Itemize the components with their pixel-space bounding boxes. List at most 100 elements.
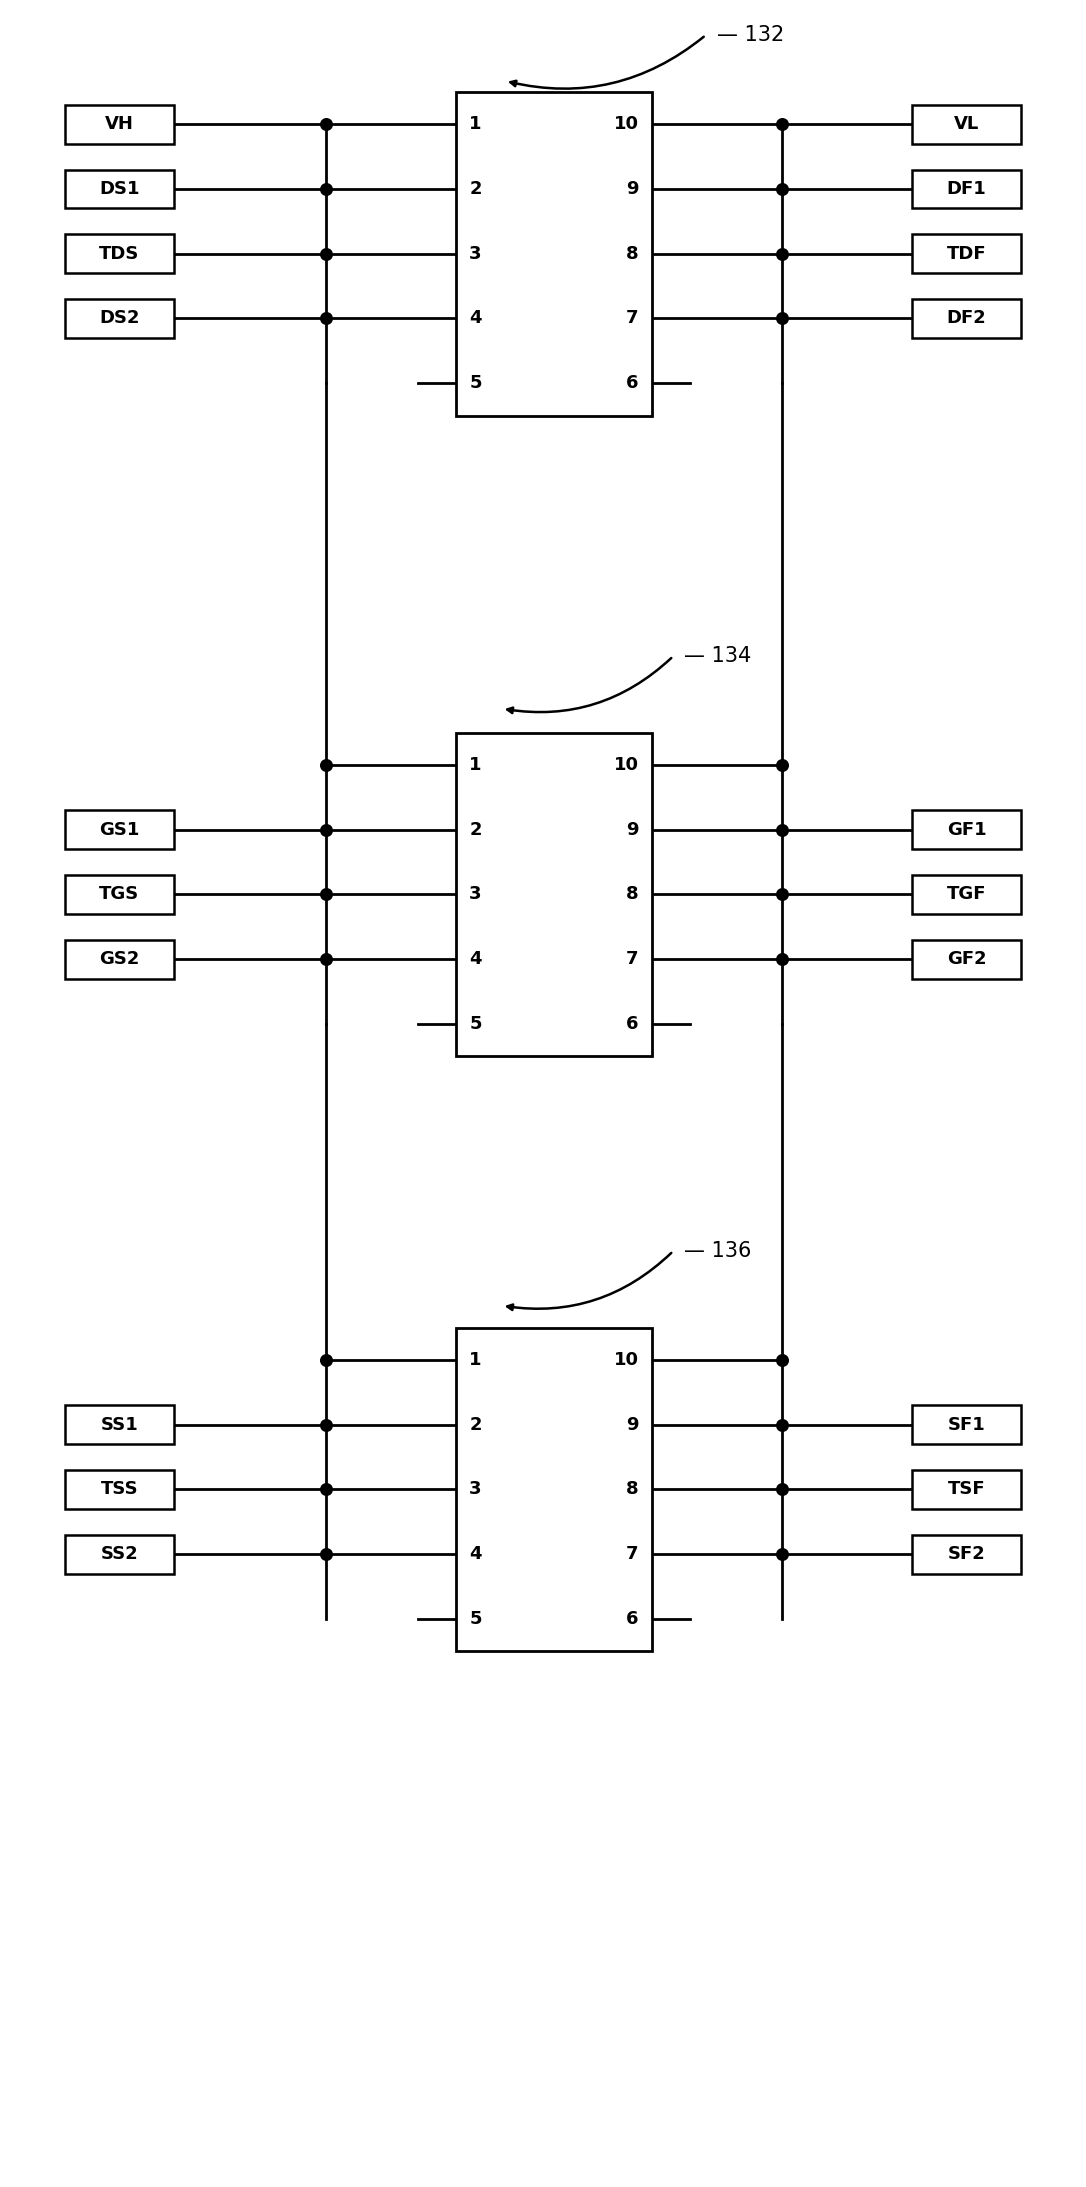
Text: GS1: GS1 [99,820,140,840]
Text: 5: 5 [469,374,482,391]
FancyBboxPatch shape [65,171,174,208]
Text: TGF: TGF [947,886,986,903]
Text: 3: 3 [469,245,482,262]
Text: DS2: DS2 [99,308,140,328]
Text: — 134: — 134 [684,645,752,667]
Text: 9: 9 [626,1415,639,1435]
Text: SS2: SS2 [101,1544,138,1564]
FancyBboxPatch shape [65,300,174,337]
Text: 4: 4 [469,949,482,969]
Text: TGS: TGS [99,886,140,903]
FancyBboxPatch shape [65,1470,174,1509]
Point [317,302,334,337]
FancyBboxPatch shape [912,1406,1021,1443]
Point [317,1472,334,1507]
Text: 1: 1 [469,757,482,774]
FancyBboxPatch shape [456,1328,652,1651]
Text: 2: 2 [469,179,482,199]
FancyBboxPatch shape [912,234,1021,273]
Text: DF2: DF2 [947,308,986,328]
Text: TDF: TDF [947,245,986,262]
Text: — 136: — 136 [684,1240,752,1262]
FancyBboxPatch shape [912,875,1021,914]
Point [773,1406,791,1441]
Point [773,943,791,978]
Point [773,748,791,783]
Text: 3: 3 [469,886,482,903]
Point [773,236,791,271]
Text: 6: 6 [626,1610,639,1627]
FancyBboxPatch shape [912,171,1021,208]
Text: 10: 10 [614,116,639,133]
Text: 8: 8 [626,886,639,903]
Point [317,811,334,846]
Text: 9: 9 [626,820,639,840]
FancyBboxPatch shape [912,940,1021,978]
Text: 3: 3 [469,1481,482,1498]
Point [773,302,791,337]
Text: 10: 10 [614,757,639,774]
Point [773,877,791,912]
Text: 2: 2 [469,1415,482,1435]
Text: 1: 1 [469,116,482,133]
Text: DS1: DS1 [99,179,140,199]
Text: 8: 8 [626,245,639,262]
FancyBboxPatch shape [912,300,1021,337]
Text: VH: VH [105,116,134,133]
FancyBboxPatch shape [65,1406,174,1443]
Point [317,107,334,142]
Text: 10: 10 [614,1352,639,1369]
Text: 4: 4 [469,308,482,328]
Text: DF1: DF1 [947,179,986,199]
Text: 4: 4 [469,1544,482,1564]
Text: GF2: GF2 [947,949,986,969]
Text: 9: 9 [626,179,639,199]
Point [317,236,334,271]
Text: 2: 2 [469,820,482,840]
Point [773,1537,791,1572]
Text: 7: 7 [626,308,639,328]
Text: TDS: TDS [99,245,140,262]
Point [317,877,334,912]
Text: — 132: — 132 [717,24,784,46]
Point [773,1472,791,1507]
Text: SF2: SF2 [948,1544,985,1564]
FancyBboxPatch shape [912,1470,1021,1509]
FancyBboxPatch shape [912,105,1021,144]
FancyBboxPatch shape [456,92,652,416]
Point [773,1343,791,1378]
Text: VL: VL [954,116,980,133]
Text: 1: 1 [469,1352,482,1369]
Point [773,171,791,206]
Point [773,107,791,142]
Point [317,748,334,783]
Text: GF1: GF1 [947,820,986,840]
Point [317,1406,334,1441]
Text: 7: 7 [626,1544,639,1564]
FancyBboxPatch shape [65,1535,174,1572]
Point [317,171,334,206]
Point [317,943,334,978]
Text: 8: 8 [626,1481,639,1498]
Text: 5: 5 [469,1610,482,1627]
Text: SS1: SS1 [101,1415,138,1435]
Point [317,1343,334,1378]
FancyBboxPatch shape [65,234,174,273]
Text: 6: 6 [626,1015,639,1032]
FancyBboxPatch shape [65,811,174,849]
Text: GS2: GS2 [99,949,140,969]
Text: 7: 7 [626,949,639,969]
Text: TSS: TSS [101,1481,138,1498]
FancyBboxPatch shape [65,875,174,914]
FancyBboxPatch shape [456,733,652,1056]
Point [317,1537,334,1572]
FancyBboxPatch shape [65,105,174,144]
Text: 6: 6 [626,374,639,391]
FancyBboxPatch shape [912,811,1021,849]
FancyBboxPatch shape [912,1535,1021,1572]
Text: SF1: SF1 [948,1415,985,1435]
Point [773,811,791,846]
Text: 5: 5 [469,1015,482,1032]
FancyBboxPatch shape [65,940,174,978]
Text: TSF: TSF [948,1481,985,1498]
